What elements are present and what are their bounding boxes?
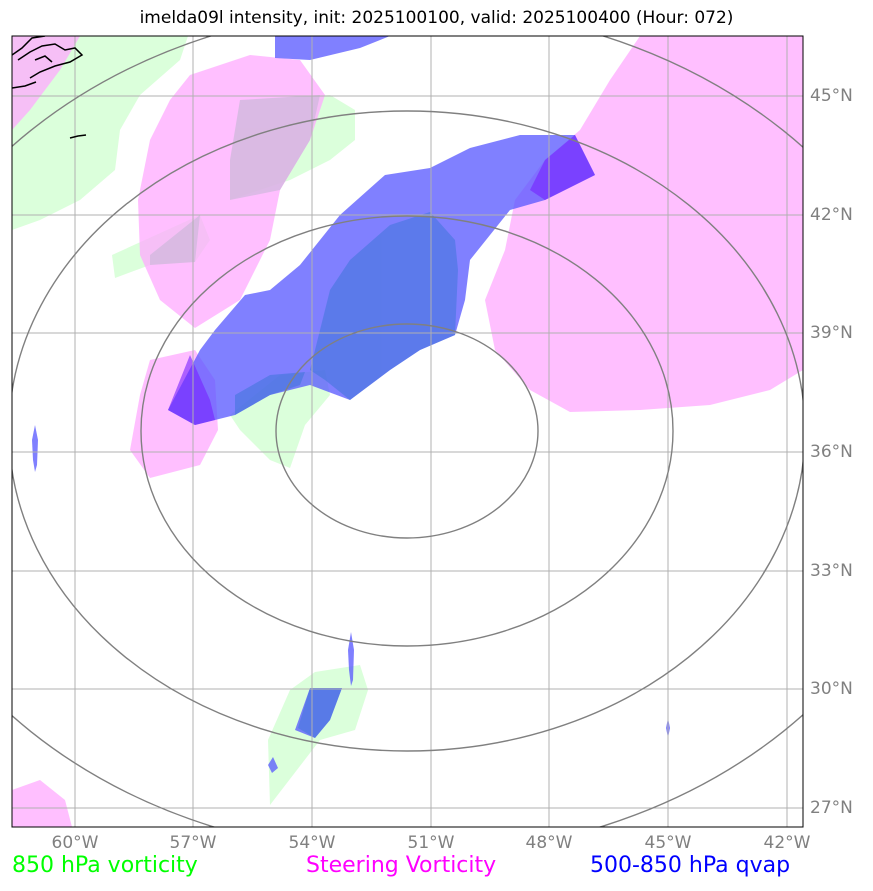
steering-vorticity-shading bbox=[12, 36, 803, 827]
lat-label-30n: 30°N bbox=[810, 679, 853, 699]
plot-frame bbox=[11, 35, 804, 828]
legend-label: 500-850 hPa qvap bbox=[590, 853, 791, 878]
lat-label-42n: 42°N bbox=[810, 205, 853, 225]
lat-label-45n: 45°N bbox=[810, 86, 853, 106]
coastline bbox=[12, 36, 87, 139]
lon-label-42w: 42°W bbox=[763, 833, 811, 853]
lon-label-54w: 54°W bbox=[288, 833, 336, 853]
lon-label-57w: 57°W bbox=[169, 833, 217, 853]
legend-label: 850 hPa vorticity bbox=[12, 853, 198, 878]
legend-steering-vorticity: Steering Vorticity bbox=[306, 853, 496, 878]
distance-rings bbox=[12, 36, 803, 827]
lat-lon-grid bbox=[12, 36, 803, 827]
lon-label-48w: 48°W bbox=[525, 833, 573, 853]
lat-label-36n: 36°N bbox=[810, 442, 853, 462]
legend-label: Steering Vorticity bbox=[306, 853, 497, 878]
overlap-shading bbox=[150, 95, 595, 738]
lon-label-60w: 60°W bbox=[51, 833, 99, 853]
lat-label-39n: 39°N bbox=[810, 323, 853, 343]
lat-label-33n: 33°N bbox=[810, 561, 853, 581]
legend-qvap: 500-850 hPa qvap bbox=[590, 853, 790, 878]
lat-label-27n: 27°N bbox=[810, 798, 853, 818]
lon-label-45w: 45°W bbox=[644, 833, 692, 853]
legend-850-vorticity: 850 hPa vorticity bbox=[12, 853, 198, 878]
map-title: imelda09l intensity, init: 2025100100, v… bbox=[139, 8, 734, 28]
lon-label-51w: 51°W bbox=[407, 833, 455, 853]
